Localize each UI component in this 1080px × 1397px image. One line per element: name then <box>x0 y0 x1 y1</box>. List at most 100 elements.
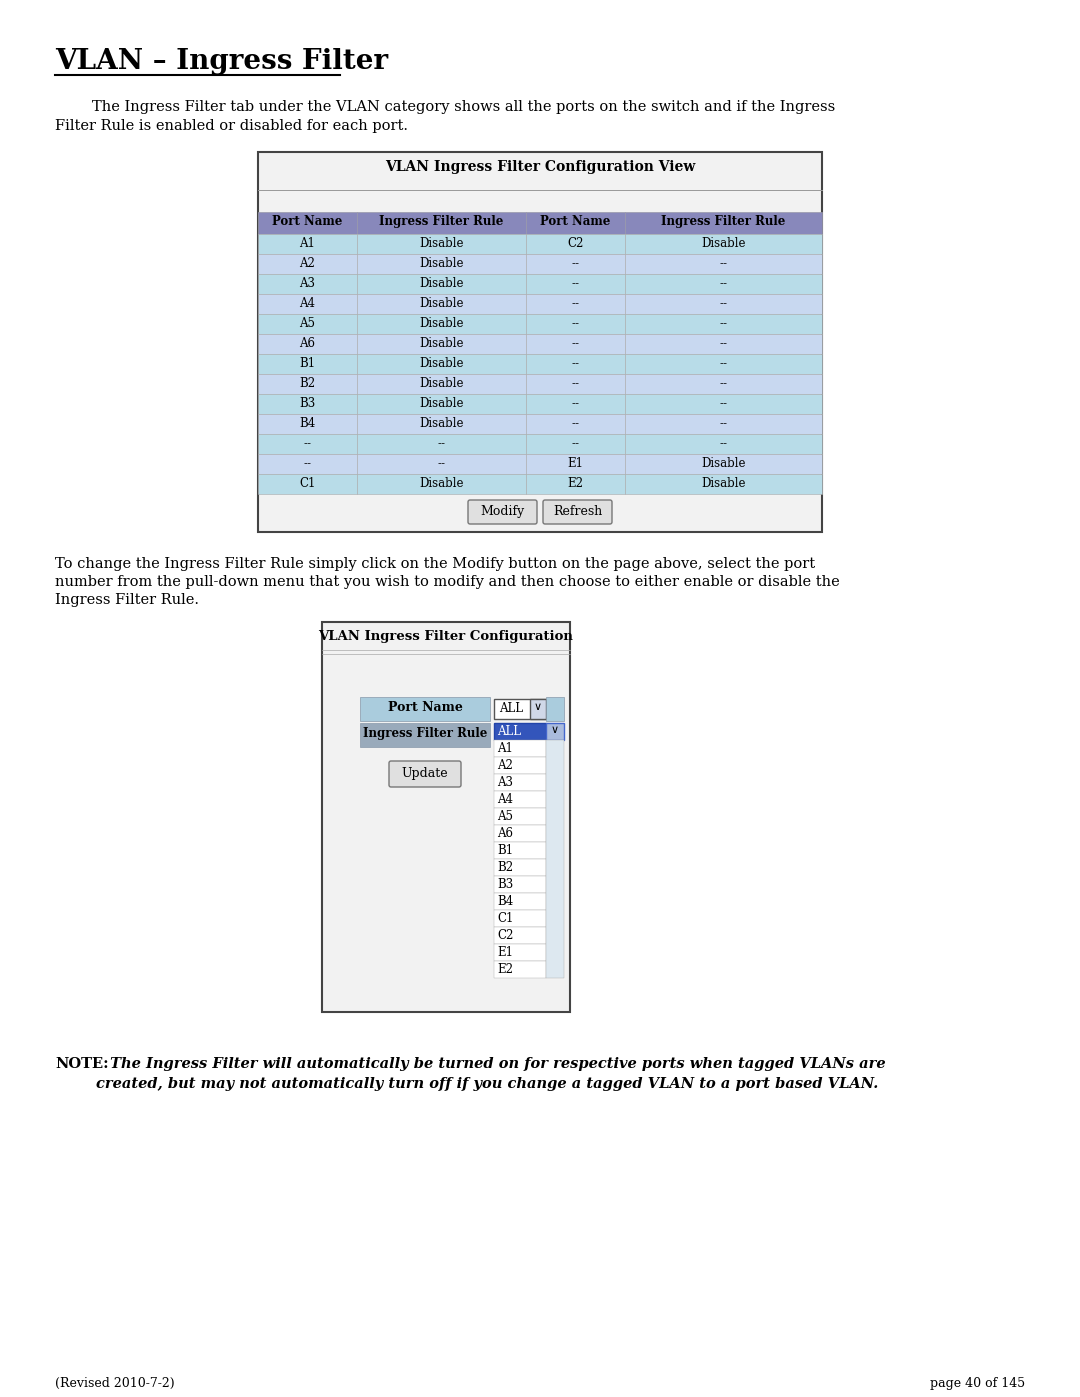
Bar <box>258 235 356 254</box>
Bar <box>356 334 526 353</box>
Text: A5: A5 <box>497 810 513 823</box>
Bar <box>494 826 546 842</box>
Bar <box>494 807 546 826</box>
Bar <box>494 944 546 961</box>
Text: Disable: Disable <box>419 476 463 490</box>
Bar <box>624 212 822 235</box>
Text: C1: C1 <box>497 912 513 925</box>
Bar <box>356 454 526 474</box>
Bar <box>258 314 356 334</box>
Text: C2: C2 <box>567 237 583 250</box>
Bar <box>356 414 526 434</box>
Text: --: -- <box>719 397 727 409</box>
Bar <box>494 698 546 719</box>
Text: C2: C2 <box>497 929 513 942</box>
Text: --: -- <box>571 337 579 351</box>
Text: Port Name: Port Name <box>540 215 610 228</box>
Text: --: -- <box>719 437 727 450</box>
Text: Port Name: Port Name <box>388 701 462 714</box>
Bar <box>624 374 822 394</box>
FancyBboxPatch shape <box>468 500 537 524</box>
Bar <box>494 757 546 774</box>
Text: B1: B1 <box>299 358 315 370</box>
Bar <box>494 724 546 740</box>
Text: Disable: Disable <box>419 277 463 291</box>
Text: The Ingress Filter will automatically be turned on for respective ports when tag: The Ingress Filter will automatically be… <box>105 1058 886 1071</box>
Bar <box>494 876 546 893</box>
Bar <box>526 212 624 235</box>
Text: --: -- <box>719 337 727 351</box>
Bar <box>258 394 356 414</box>
Text: --: -- <box>571 397 579 409</box>
Text: --: -- <box>437 457 445 469</box>
Bar <box>258 212 356 235</box>
Text: A2: A2 <box>299 257 315 270</box>
Bar <box>356 314 526 334</box>
Bar <box>356 394 526 414</box>
Text: ∨: ∨ <box>534 703 542 712</box>
Text: Disable: Disable <box>701 237 745 250</box>
Text: VLAN Ingress Filter Configuration View: VLAN Ingress Filter Configuration View <box>384 161 696 175</box>
Bar <box>258 293 356 314</box>
Bar <box>258 334 356 353</box>
Text: Disable: Disable <box>419 397 463 409</box>
Text: E1: E1 <box>497 946 513 958</box>
Text: --: -- <box>571 358 579 370</box>
Bar <box>258 254 356 274</box>
Bar <box>526 314 624 334</box>
Bar <box>258 374 356 394</box>
Text: --: -- <box>719 317 727 330</box>
Bar <box>258 454 356 474</box>
Bar <box>526 334 624 353</box>
Bar <box>356 212 526 235</box>
Bar <box>546 697 564 721</box>
Bar <box>624 414 822 434</box>
FancyBboxPatch shape <box>543 500 612 524</box>
Text: Disable: Disable <box>701 476 745 490</box>
Text: Ingress Filter Rule: Ingress Filter Rule <box>379 215 503 228</box>
Bar <box>494 791 546 807</box>
Text: VLAN Ingress Filter Configuration: VLAN Ingress Filter Configuration <box>319 630 573 643</box>
Bar <box>494 893 546 909</box>
Text: --: -- <box>303 437 311 450</box>
Bar <box>360 697 490 721</box>
Text: A6: A6 <box>497 827 513 840</box>
Bar <box>624 235 822 254</box>
Text: page 40 of 145: page 40 of 145 <box>930 1377 1025 1390</box>
Text: E2: E2 <box>567 476 583 490</box>
Text: --: -- <box>571 317 579 330</box>
Bar <box>526 414 624 434</box>
Bar <box>494 842 546 859</box>
Text: B3: B3 <box>299 397 315 409</box>
Text: NOTE:: NOTE: <box>55 1058 109 1071</box>
Text: E2: E2 <box>497 963 513 977</box>
Bar <box>258 434 356 454</box>
Text: Disable: Disable <box>419 358 463 370</box>
Bar <box>546 740 564 978</box>
Text: VLAN – Ingress Filter: VLAN – Ingress Filter <box>55 47 388 75</box>
Bar <box>526 394 624 414</box>
FancyBboxPatch shape <box>389 761 461 787</box>
Text: C1: C1 <box>299 476 315 490</box>
Bar <box>624 434 822 454</box>
Bar <box>322 622 570 1011</box>
Bar <box>526 274 624 293</box>
Text: E1: E1 <box>567 457 583 469</box>
Text: --: -- <box>719 358 727 370</box>
Text: Update: Update <box>402 767 448 780</box>
Text: --: -- <box>303 457 311 469</box>
Bar <box>356 254 526 274</box>
Bar <box>258 353 356 374</box>
Text: A4: A4 <box>299 298 315 310</box>
Text: B2: B2 <box>497 861 513 875</box>
Text: A6: A6 <box>299 337 315 351</box>
Text: A4: A4 <box>497 793 513 806</box>
Text: --: -- <box>571 377 579 390</box>
Bar <box>624 454 822 474</box>
Bar <box>356 353 526 374</box>
Bar <box>624 353 822 374</box>
Bar <box>494 740 546 757</box>
Text: Port Name: Port Name <box>272 215 342 228</box>
Bar <box>494 859 546 876</box>
Bar <box>356 235 526 254</box>
